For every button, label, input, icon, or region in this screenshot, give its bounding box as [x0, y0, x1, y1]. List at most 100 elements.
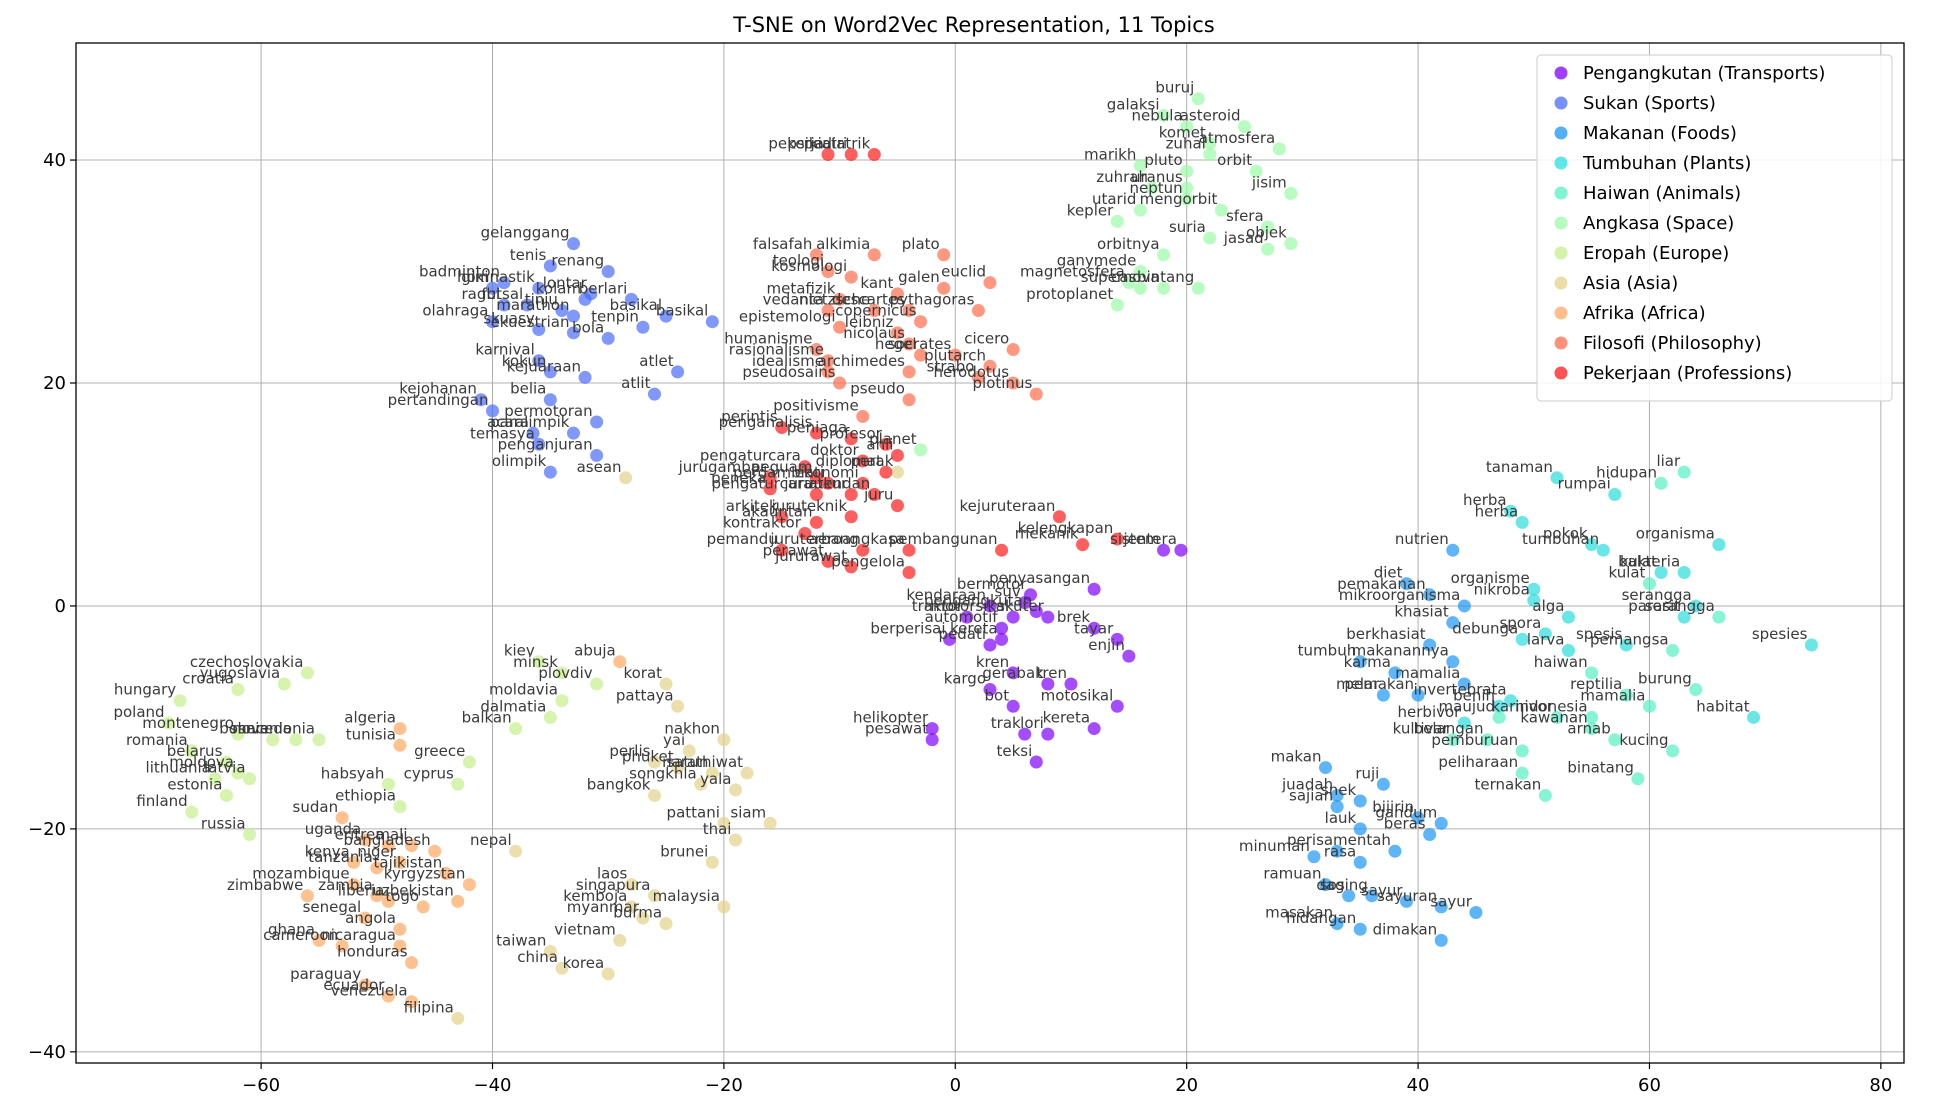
scatter-point [1550, 471, 1564, 485]
point-label: atendan [808, 474, 870, 492]
point-label: bangkok [587, 775, 651, 793]
point-label: marikh [1084, 146, 1136, 164]
legend-marker [1554, 276, 1568, 290]
point-label: permotoran [504, 402, 592, 420]
point-label: mikroorganisma [1339, 586, 1461, 604]
point-label: falsafah [753, 235, 813, 253]
scatter-point [1353, 794, 1367, 808]
scatter-point [1689, 683, 1703, 697]
y-tick-label: 20 [43, 373, 66, 394]
point-label: eritrea [335, 826, 385, 844]
scatter-point [509, 844, 523, 858]
point-label: karnivor [1491, 697, 1553, 715]
point-label: snek [1321, 781, 1357, 799]
scatter-point [300, 666, 314, 680]
point-label: futsal [481, 285, 523, 303]
scatter-point [1376, 777, 1390, 791]
scatter-point [1446, 655, 1460, 669]
legend-entry: Makanan (Foods) [1583, 123, 1737, 144]
scatter-point [844, 432, 858, 446]
legend-marker [1554, 366, 1568, 380]
point-label: jurugambar [678, 458, 767, 476]
scatter-point [486, 404, 500, 418]
scatter-point [532, 281, 546, 295]
point-label: myanmar [567, 898, 640, 916]
scatter-point [405, 956, 419, 970]
scatter-point [983, 599, 997, 613]
scatter-point [624, 900, 638, 914]
point-label: planet [869, 430, 917, 448]
legend-entry: Sukan (Sports) [1583, 93, 1716, 114]
point-label: suria [1169, 218, 1206, 236]
scatter-point [1677, 465, 1691, 479]
point-label: teologi [773, 252, 824, 270]
y-tick-label: −20 [28, 819, 66, 840]
point-label: hidangan [1286, 909, 1356, 927]
scatter-point [1029, 605, 1043, 619]
scatter-point [370, 889, 384, 903]
point-label: pemakanan [1337, 575, 1425, 593]
scatter-point [960, 610, 974, 624]
scatter-point [844, 487, 858, 501]
scatter-point [867, 487, 881, 501]
scatter-point [1365, 889, 1379, 903]
point-label: gimnastik [461, 268, 535, 286]
point-label: utarid [1092, 190, 1136, 208]
point-label: ghana [268, 920, 315, 938]
point-label: tenpin [591, 307, 639, 325]
point-label: pattaya [616, 686, 674, 704]
scatter-point [809, 487, 823, 501]
point-label: korat [623, 664, 662, 682]
legend-entry: Tumbuhan (Plants) [1582, 153, 1751, 174]
point-label: descartes [832, 291, 905, 309]
point-label: zuhal [1166, 134, 1206, 152]
point-label: tunisia [346, 725, 396, 743]
scatter-point [1029, 387, 1043, 401]
scatter-point [1180, 164, 1194, 178]
scatter-point [821, 147, 835, 161]
point-label: pengaturcara [711, 474, 812, 492]
scatter-point [983, 359, 997, 373]
point-label: senegal [303, 898, 362, 916]
point-label: hidupan [1596, 463, 1657, 481]
scatter-point [1041, 610, 1055, 624]
point-label: yai [663, 731, 685, 749]
scatter-point [1064, 677, 1078, 691]
point-label: perawat [763, 541, 825, 559]
scatter-point [1353, 855, 1367, 869]
point-label: makan [1271, 748, 1322, 766]
axis-ticks: −60 −40 −20 0 20 40 60 80 −40 −20 0 20 40 [28, 150, 1892, 1096]
scatter-point [1180, 192, 1194, 206]
point-label: czechoslovakia [190, 653, 304, 671]
point-label: supernova [1081, 268, 1160, 286]
point-label: perak [851, 452, 894, 470]
point-label: sistem [1110, 530, 1160, 548]
scatter-point [451, 1011, 465, 1025]
scatter-point [1330, 844, 1344, 858]
point-label: diplomat [816, 452, 882, 470]
scatter-point [1272, 142, 1286, 156]
point-label: kant [860, 274, 893, 292]
point-label: mozambique [252, 865, 349, 883]
point-label: rasionalisme [729, 341, 824, 359]
scatter-point [1330, 788, 1344, 802]
point-label: pemandu [707, 530, 778, 548]
point-label: khasiat [1394, 603, 1449, 621]
scatter-point [601, 967, 615, 981]
legend-marker [1554, 126, 1568, 140]
scatter-point [705, 766, 719, 780]
scatter-point [1284, 237, 1298, 251]
point-label: romania [126, 731, 188, 749]
scatter-point [1041, 727, 1055, 741]
scatter-point [740, 766, 754, 780]
point-label: olahraga [422, 302, 488, 320]
point-label: plato [902, 235, 940, 253]
scatter-point [358, 911, 372, 925]
scatter-point [347, 878, 361, 892]
point-label: nietzsche [799, 291, 870, 309]
point-label: algeria [344, 709, 396, 727]
point-label: enjin [1088, 636, 1125, 654]
scatter-point [943, 632, 957, 646]
scatter-point [1342, 889, 1356, 903]
scatter-point [1561, 644, 1575, 658]
